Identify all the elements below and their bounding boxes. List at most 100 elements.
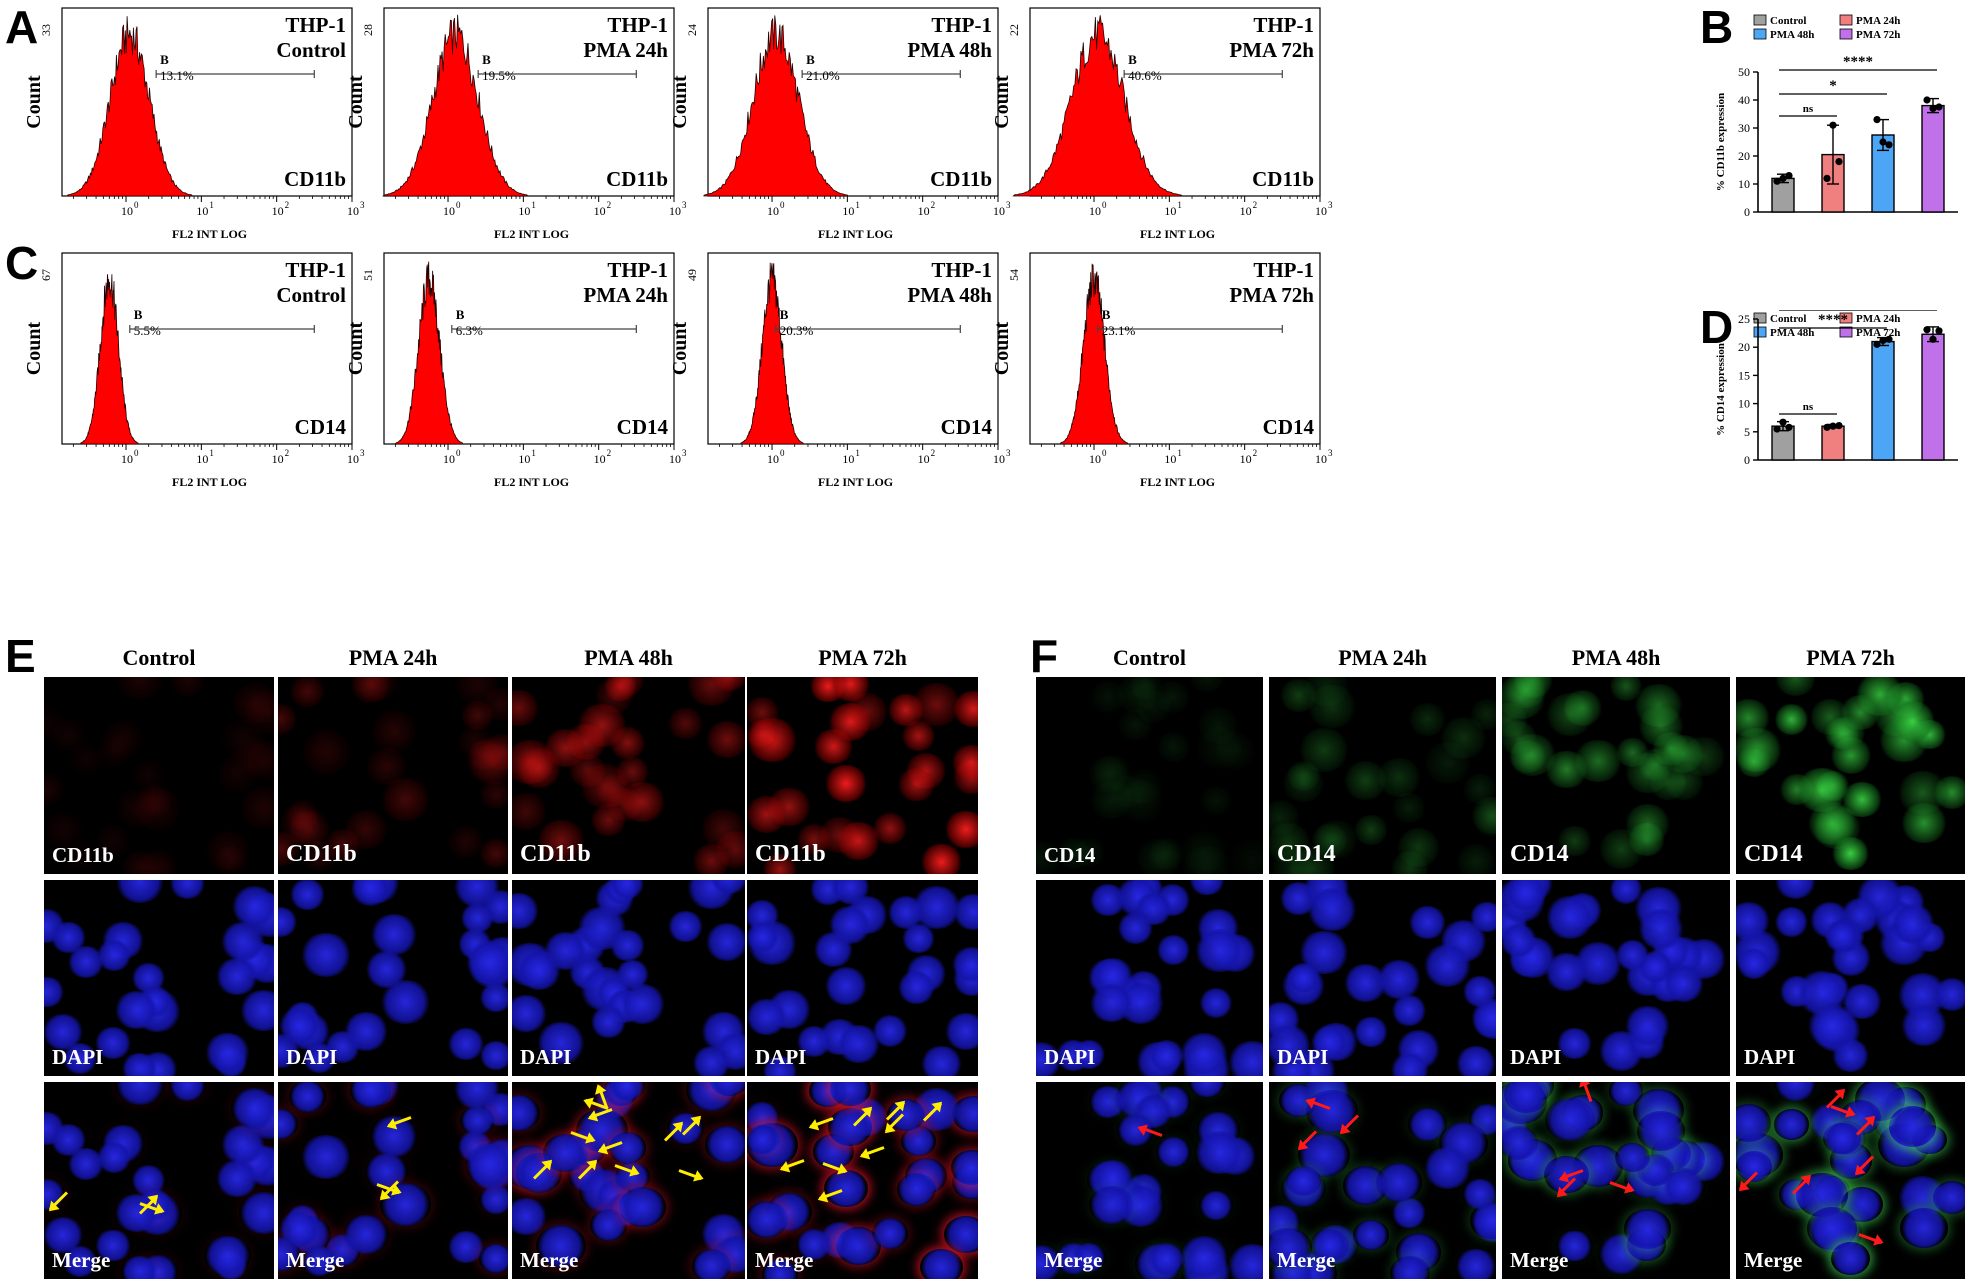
cell [220,719,267,759]
cell [364,748,409,785]
cell [44,774,65,805]
cell [114,991,160,1030]
histogram-title-line2: Control [276,38,346,62]
cell [1306,684,1358,729]
x-tick-exponent: 1 [855,200,860,210]
gate-label: B [482,52,491,67]
x-tick-exponent: 2 [931,448,936,458]
cell [1888,701,1937,742]
cell [512,892,540,929]
histogram-title-line2: PMA 24h [583,38,668,62]
x-tick-exponent: 0 [134,200,139,210]
cell [1544,750,1589,789]
bar-y-tick-label: 50 [1738,65,1750,79]
cell [114,880,166,904]
cell [1198,785,1234,816]
cell [1109,775,1148,808]
cell [61,1245,98,1277]
cell [1900,802,1948,844]
x-tick-exponent: 0 [780,200,785,210]
cell [943,1215,978,1254]
cell [1888,1106,1937,1147]
cell [1512,677,1555,698]
x-tick-exponent: 1 [531,448,536,458]
panel-label-b: B [1700,1,1734,53]
cell [1188,677,1226,693]
cell [349,677,392,703]
cell [1395,828,1442,868]
cell [204,1235,251,1276]
cell [1422,1146,1473,1189]
micrograph-label: CD11b [520,841,591,867]
x-tick-exponent: 2 [1253,448,1258,458]
histogram-title-line2: PMA 48h [907,38,992,62]
column-title: Control [1113,645,1186,670]
cell [886,693,925,727]
cell [215,957,259,995]
cell [1129,677,1165,701]
cell [121,1053,158,1076]
cell [1544,896,1596,940]
cell [761,1055,798,1076]
cell [1148,1243,1186,1275]
legend-label: PMA 48h [1770,29,1814,41]
micrograph-merge-4: Merge [1736,1082,1965,1279]
cell [278,805,321,843]
cell [343,1215,390,1255]
cell [1309,1228,1349,1263]
cell [1608,677,1644,701]
gate-label: B [1102,307,1111,322]
histogram-ymax: 28 [361,24,375,36]
histogram-frame [1029,252,1321,445]
cell [512,1094,540,1132]
histogram-x-label: FL2 INT LOG [494,475,569,489]
histogram-ymax: 54 [1007,269,1021,281]
cell [44,706,66,740]
x-tick-exponent: 0 [456,448,461,458]
cell [823,764,869,803]
cell [300,729,352,774]
cell [132,787,182,831]
data-point [1785,423,1793,431]
micrograph-cd14-1: CD14 [1036,677,1263,874]
cell [1390,995,1427,1026]
x-tick-exponent: 2 [931,200,936,210]
bar-y-tick-label: 10 [1738,177,1750,191]
data-point [1823,423,1831,431]
gate-label: B [1128,52,1137,67]
cell [1089,781,1134,820]
cell [93,1026,132,1059]
cell [1353,1219,1389,1250]
cell [50,719,88,751]
arrow-icon [780,1159,805,1171]
cell [1301,677,1351,707]
x-tick-base: 10 [594,204,606,218]
cell [666,910,704,943]
cell [213,845,248,874]
x-tick-base: 10 [1164,204,1176,218]
cell [239,787,274,829]
cell [460,903,496,934]
histogram-frame [383,252,675,445]
x-tick-base: 10 [1240,452,1252,466]
data-point [1835,421,1843,430]
legend-swatch [1839,326,1853,338]
cell [1455,1046,1496,1076]
cell [1181,846,1232,874]
cell [920,1045,964,1076]
cell [1055,838,1092,869]
cell [920,843,964,874]
cell [952,690,978,727]
cell [1504,677,1548,708]
cell [1502,1126,1539,1160]
data-point [1779,174,1787,182]
cell [1072,837,1107,867]
cell [609,1132,647,1164]
micrograph-cd11b-3: CD11b [512,677,745,874]
cell [1468,698,1496,730]
cell [699,809,745,850]
x-tick-exponent: 1 [209,200,214,210]
cell [278,906,298,937]
